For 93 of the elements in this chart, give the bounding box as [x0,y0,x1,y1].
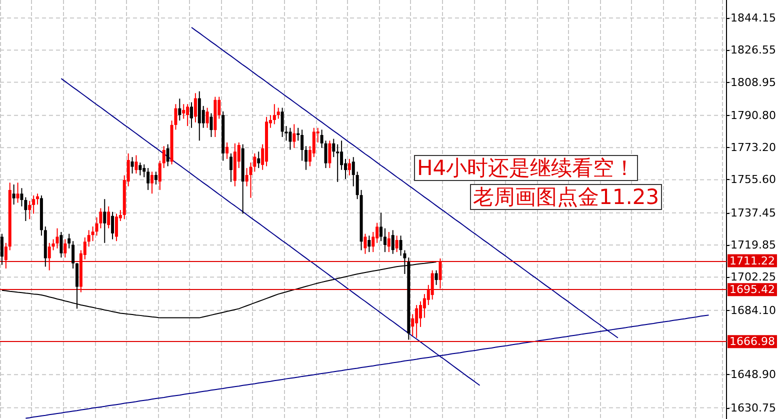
candlestick [32,194,36,214]
candlestick [419,300,422,328]
candlestick [284,126,288,142]
candlestick [103,198,106,244]
candlestick [328,140,332,169]
candlestick [376,222,379,244]
candlestick [383,228,386,253]
candlestick [272,104,276,125]
y-tick-label: 1826.55 [730,44,776,57]
y-tick-label: 1755.60 [730,173,776,186]
candlestick [190,102,193,128]
candlestick [114,213,118,242]
y-tick-label: 1702.25 [730,270,776,284]
candlestick [292,124,296,148]
candlestick [16,182,20,204]
candlestick [166,144,170,167]
candlestick [257,151,260,169]
y-tick-label: 1719.85 [730,238,776,252]
candlestick [0,233,4,266]
candlestick [336,144,340,182]
candlestick [288,127,292,150]
candlestick [229,152,232,182]
candlestick [352,156,355,187]
annotation: H4小时还是继续看空！ [414,155,638,181]
candlestick [399,235,402,256]
candlestick [134,154,138,174]
candlestick [138,162,142,176]
candlestick [186,104,190,127]
y-tick-label: 1790.80 [730,108,776,122]
candlestick [296,127,300,142]
y-tick-label: 1808.95 [730,76,776,89]
candlestick [312,127,316,158]
ref-line-label: 1666.98 [730,335,776,348]
candlestick [340,140,344,170]
candlestick [64,238,67,258]
candlestick [150,171,154,194]
annotation: 老周画图点金11.23 [470,184,662,210]
candlestick [178,98,182,122]
candlestick [395,235,398,253]
candlestick [206,107,209,128]
candlestick [130,156,134,174]
candlestick [111,211,114,240]
candlestick [194,92,197,123]
ref-line-label: 1695.42 [730,283,776,296]
candlestick [99,208,102,229]
candlestick [36,193,40,206]
candlestick [253,152,256,172]
candlestick [434,270,438,286]
candlestick [107,206,110,229]
candlestick [60,231,63,258]
candlestick [348,158,351,176]
candlestick [364,233,367,254]
candlestick [415,304,418,338]
candlestick [438,258,442,290]
candlestick [87,230,90,248]
y-tick-label: 1737.45 [730,206,776,220]
candlestick [276,107,280,120]
candlestick [24,196,28,222]
candlestick [68,233,71,249]
candlestick [146,168,150,190]
candlestick [280,107,284,138]
candlestick [368,235,371,253]
candlestick [48,242,51,271]
candlestick [162,146,166,169]
candlestick [72,240,75,269]
candlestick [380,212,383,242]
candlestick [300,129,304,162]
candlestick [20,188,24,207]
candlestick [28,200,32,220]
candlestick [142,164,146,178]
candlestick [210,112,213,138]
candlestick [154,171,158,185]
candlestick [332,138,336,158]
y-tick-label: 1630.75 [730,401,776,414]
candlestick [391,230,394,254]
candlestick [422,294,426,318]
candlestick [430,270,434,300]
candlestick [56,228,59,249]
y-tick-label: 1844.15 [730,11,776,24]
candlestick [182,104,186,120]
candlestick [12,184,16,206]
candlestick [387,231,390,253]
candlestick [4,242,8,269]
candlestick [52,238,55,251]
y-tick-label: 1773.20 [730,141,776,154]
y-tick-label: 1684.10 [730,304,776,317]
candlestick [249,162,252,198]
candlestick [158,160,162,190]
y-tick-label: 1648.90 [730,368,776,382]
candlestick [226,142,229,160]
ref-line-label: 1711.22 [730,254,776,268]
candlestick [304,146,308,170]
candlestick [356,171,359,200]
